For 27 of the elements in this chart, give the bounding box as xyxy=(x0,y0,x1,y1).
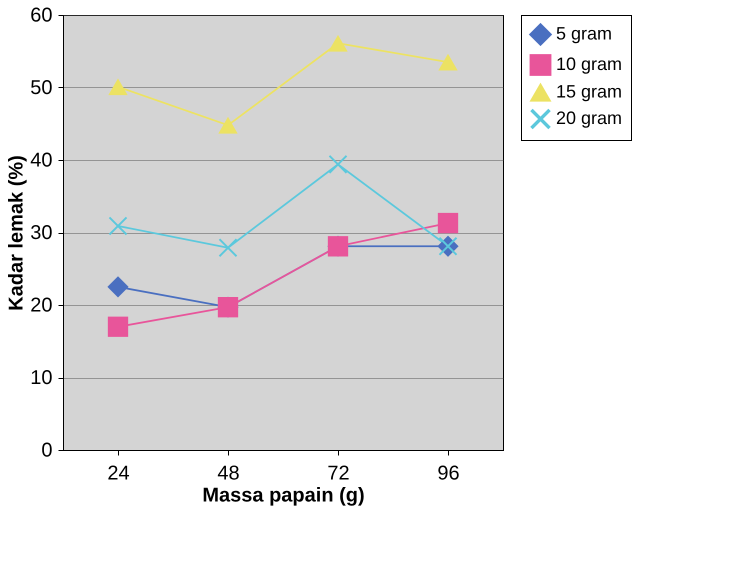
point xyxy=(108,216,128,236)
x-tick-label: 96 xyxy=(437,462,460,484)
x-tick-label: 24 xyxy=(107,462,130,484)
x-tick-label: 72 xyxy=(327,462,350,484)
legend-label: 15 gram xyxy=(556,82,622,102)
y-tick-label: 30 xyxy=(30,222,52,244)
y-tick-label: 10 xyxy=(30,367,52,389)
x-axis-title: Massa papain (g) xyxy=(202,484,365,506)
point xyxy=(438,212,458,234)
y-axis-title: Kadar lemak (%) xyxy=(5,155,28,311)
legend-label: 5 gram xyxy=(556,24,612,44)
point xyxy=(107,276,129,298)
legend-label: 10 gram xyxy=(556,54,622,74)
point xyxy=(108,78,128,96)
point xyxy=(328,155,348,174)
y-tick-label: 40 xyxy=(30,150,52,172)
legend-label: 20 gram xyxy=(556,108,622,128)
point xyxy=(218,116,238,134)
point xyxy=(438,54,458,71)
point xyxy=(328,34,348,52)
y-tick-label: 0 xyxy=(41,440,52,462)
point xyxy=(108,316,128,337)
point xyxy=(218,238,238,257)
y-tick-label: 20 xyxy=(30,294,52,316)
x-tick-label: 48 xyxy=(217,462,240,484)
y-tick-label: 60 xyxy=(30,4,52,26)
y-tick-label: 50 xyxy=(30,77,52,99)
